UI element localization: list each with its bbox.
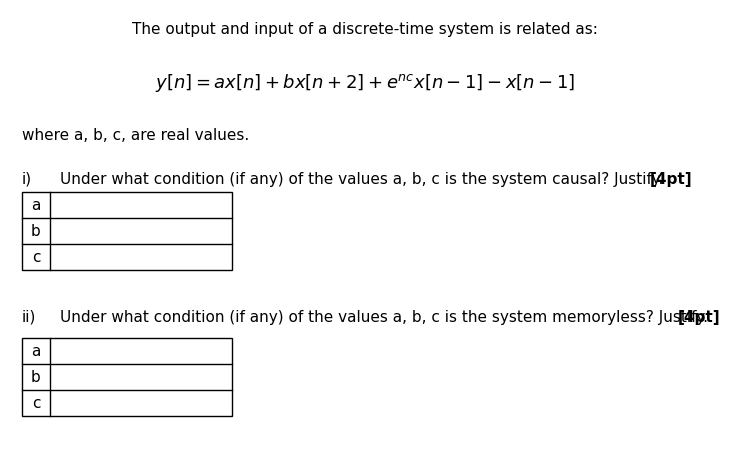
Text: Under what condition (if any) of the values a, b, c is the system causal? Justif: Under what condition (if any) of the val…: [60, 172, 663, 187]
Text: i): i): [22, 172, 32, 187]
Text: $y[n] = ax[n] + bx[n+2] + e^{nc}x[n-1] - x[n-1]$: $y[n] = ax[n] + bx[n+2] + e^{nc}x[n-1] -…: [155, 72, 575, 94]
Bar: [22, 338, 232, 416]
Text: [4pt]: [4pt]: [649, 172, 692, 187]
Text: a: a: [31, 198, 41, 212]
Text: c: c: [31, 250, 40, 265]
Text: The output and input of a discrete-time system is related as:: The output and input of a discrete-time …: [132, 22, 598, 37]
Text: b: b: [31, 223, 41, 238]
Text: Under what condition (if any) of the values a, b, c is the system memoryless? Ju: Under what condition (if any) of the val…: [60, 310, 708, 325]
Bar: [22, 192, 232, 270]
Text: a: a: [31, 343, 41, 358]
Text: where a, b, c, are real values.: where a, b, c, are real values.: [22, 128, 249, 143]
Text: c: c: [31, 395, 40, 410]
Text: [4pt]: [4pt]: [678, 310, 721, 325]
Text: b: b: [31, 370, 41, 385]
Text: ii): ii): [22, 310, 37, 325]
